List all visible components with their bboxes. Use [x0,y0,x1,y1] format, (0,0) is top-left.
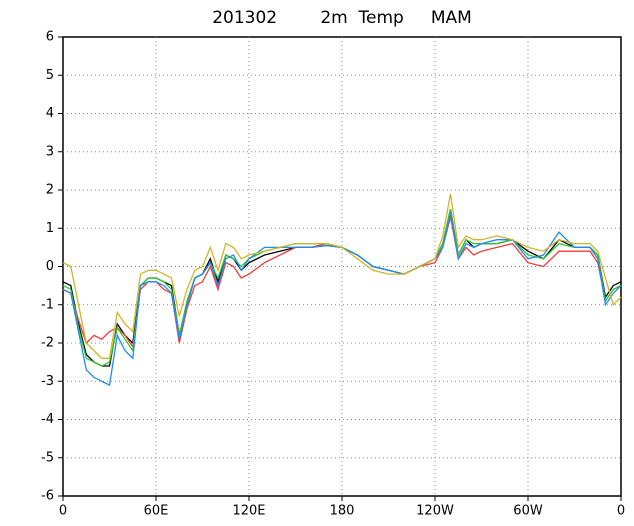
y-tick-label: 3 [46,144,54,159]
x-tick-label: 120E [232,504,265,519]
series-line [62,208,622,367]
x-tick-label: 180 [330,504,355,519]
y-tick-label: 2 [46,183,54,198]
y-tick-label: 5 [46,68,54,83]
y-tick-label: -2 [41,336,54,351]
chart-title: 201302 2m Temp MAM [212,8,472,28]
y-tick-label: 6 [46,30,54,45]
y-tick-label: 0 [46,259,54,274]
x-tick-label: 60E [144,504,169,519]
y-tick-label: -1 [41,297,54,312]
x-tick-label: 60W [513,504,543,519]
y-tick-label: -4 [41,412,54,427]
series-line [62,216,622,349]
y-tick-label: 4 [46,106,54,121]
y-tick-label: -6 [41,489,54,504]
series-line [62,193,622,359]
x-tick-label: 120W [416,504,454,519]
y-tick-label: -3 [41,374,54,389]
series-line [62,208,622,367]
y-tick-label: 1 [46,221,54,236]
x-tick-label: 0 [617,504,625,519]
x-tick-label: 0 [59,504,67,519]
y-tick-label: -5 [41,450,54,465]
series-line [62,212,622,387]
